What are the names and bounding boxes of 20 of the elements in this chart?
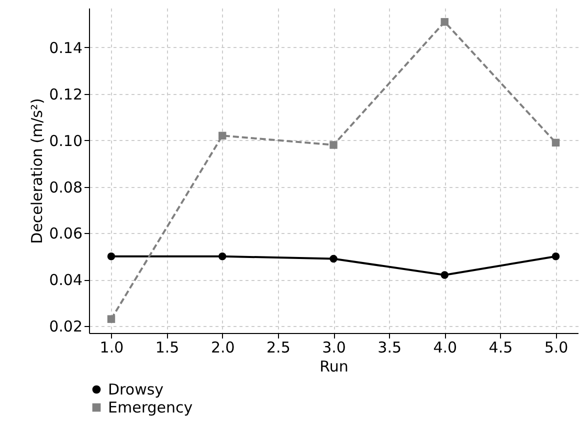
x-tick-label: 1.5	[155, 338, 180, 356]
y-tick-label: 0.04	[49, 271, 82, 290]
y-tick-label: 0.12	[49, 85, 82, 104]
legend-label: Drowsy	[108, 380, 164, 398]
y-tick-label: 0.06	[49, 224, 82, 243]
y-tick-label: 0.14	[49, 38, 82, 57]
x-tick-label: 3.0	[322, 338, 346, 356]
x-tick-label: 5.0	[544, 338, 568, 356]
x-axis-title: Run	[320, 358, 348, 376]
y-tick-label: 0.10	[49, 132, 82, 150]
x-tick-label: 4.0	[433, 338, 458, 356]
x-tick-label: 2.0	[210, 338, 235, 356]
x-tick-label: 3.5	[378, 338, 402, 356]
legend-label: Emergency	[108, 398, 193, 416]
x-tick-label: 4.5	[488, 338, 513, 356]
x-tick-label: 1.0	[100, 338, 124, 356]
y-tick-label: 0.02	[49, 318, 82, 336]
y-tick-label: 0.08	[49, 178, 82, 196]
y-axis-title: Deceleration (m/s²)	[28, 98, 46, 244]
x-tick-label: 2.5	[266, 338, 290, 356]
